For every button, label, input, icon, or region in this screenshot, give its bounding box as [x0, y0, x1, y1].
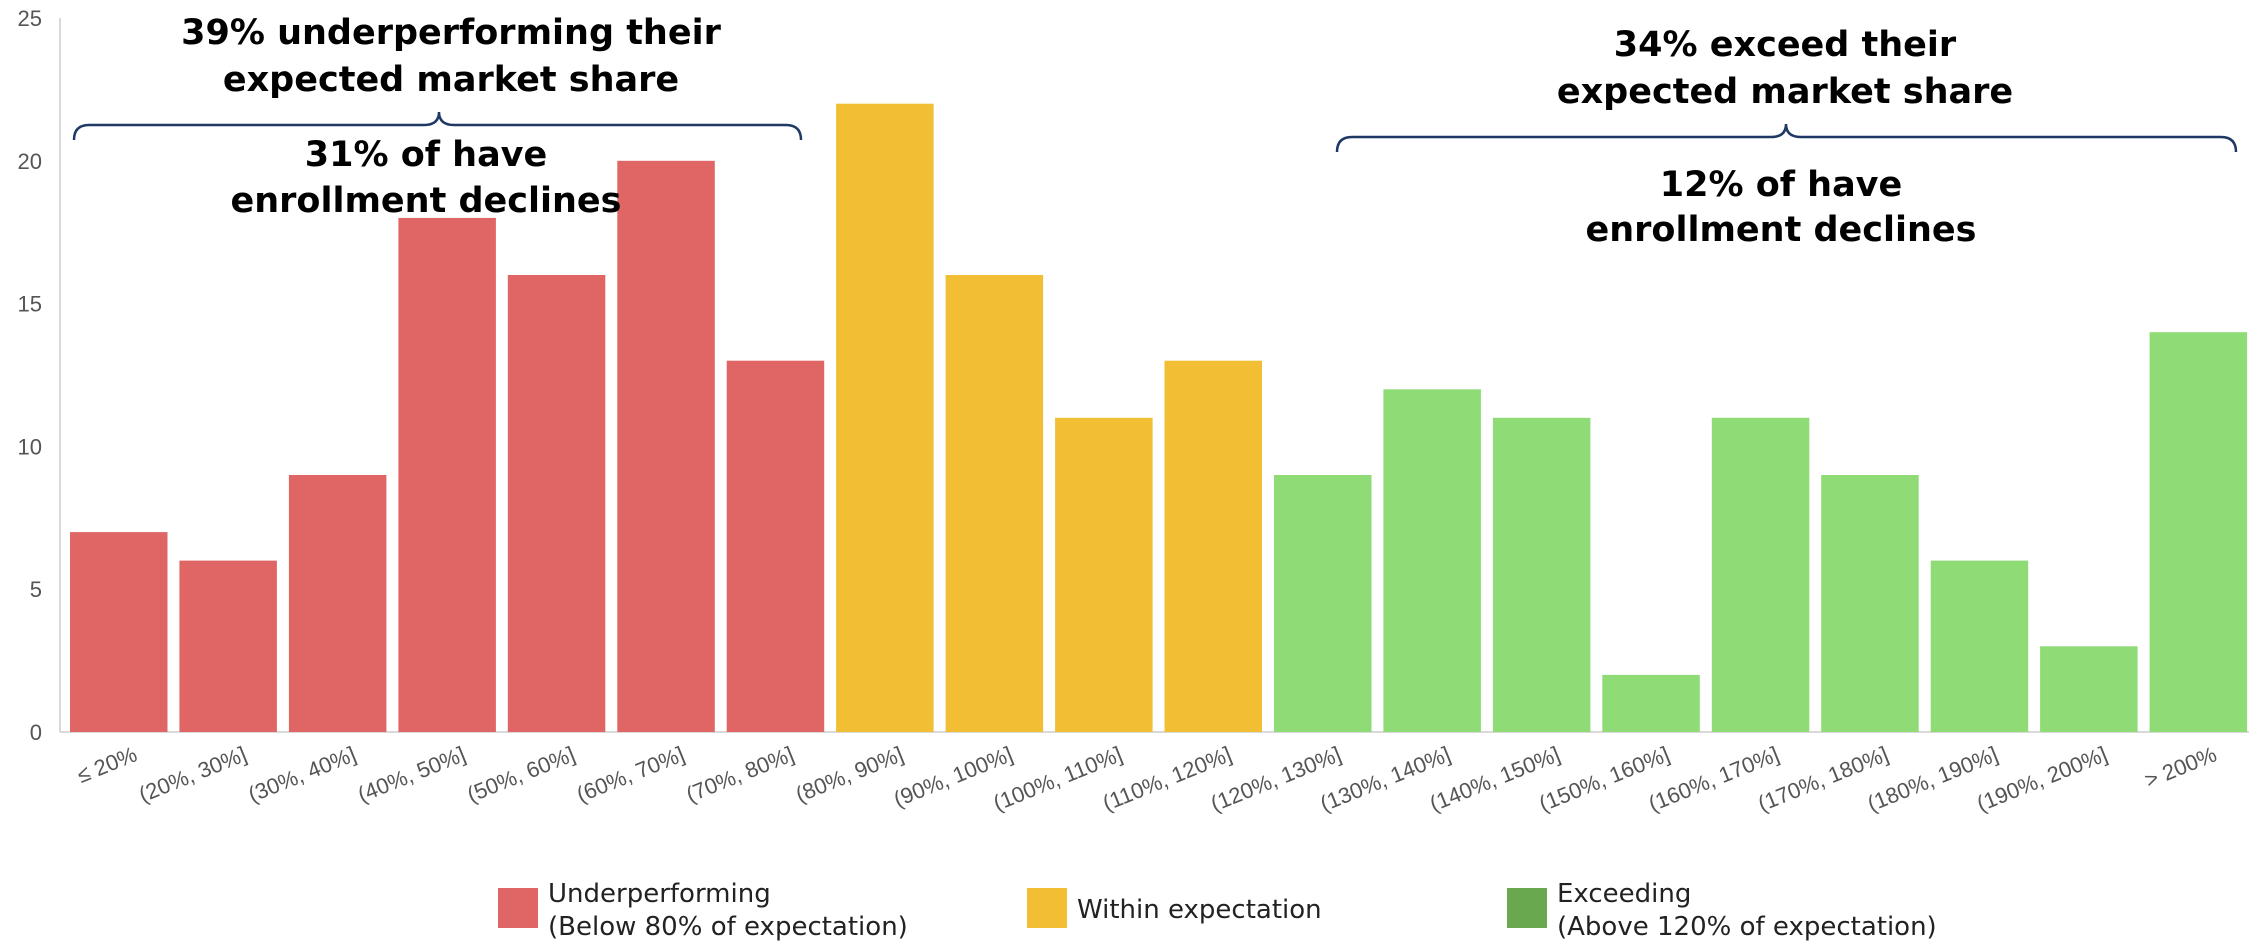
bar — [1274, 475, 1372, 732]
bar — [507, 275, 606, 732]
annotation-underperforming-share-line2: expected market share — [223, 60, 679, 100]
bar — [1055, 417, 1153, 732]
legend-swatch-underperforming — [498, 888, 538, 928]
annotation-underperforming-declines-line2: enrollment declines — [230, 181, 621, 221]
x-tick-label: (30%, 40%] — [245, 741, 360, 807]
right-bracket — [1335, 123, 2238, 153]
legend-item-underperforming: Underperforming (Below 80% of expectatio… — [498, 879, 908, 942]
x-tick-label: > 200% — [2141, 741, 2220, 792]
x-tick-label: (20%, 30%] — [135, 741, 250, 807]
x-tick-label: (50%, 60%] — [464, 741, 579, 807]
y-tick-label: 20 — [18, 149, 42, 174]
bar — [726, 360, 825, 732]
annotation-exceed-declines-line2: enrollment declines — [1585, 210, 1976, 250]
x-tick-label: (60%, 70%] — [573, 741, 688, 807]
bar — [179, 560, 277, 732]
y-tick-label: 0 — [30, 720, 42, 745]
legend-item-within: Within expectation — [1027, 888, 1322, 928]
bar — [1164, 360, 1262, 732]
bar — [2149, 332, 2248, 732]
x-axis-tick-labels: ≤ 20%(20%, 30%](30%, 40%](40%, 50%](50%,… — [74, 741, 2221, 816]
bar — [1821, 475, 1919, 732]
legend-label-within: Within expectation — [1077, 895, 1322, 925]
y-tick-label: 25 — [18, 6, 42, 31]
x-tick-label: ≤ 20% — [74, 741, 141, 787]
x-tick-label: (70%, 80%] — [682, 741, 797, 807]
legend-item-exceeding: Exceeding (Above 120% of expectation) — [1507, 879, 1937, 942]
x-tick-label: (40%, 50%] — [354, 741, 469, 807]
legend-sublabel-exceeding: (Above 120% of expectation) — [1557, 912, 1937, 942]
bar — [288, 475, 387, 732]
y-tick-label: 5 — [30, 577, 42, 602]
legend-label-exceeding: Exceeding — [1557, 879, 1691, 909]
bar — [398, 217, 496, 732]
annotation-underperforming-declines-line1: 31% of have — [305, 135, 548, 175]
legend-label-underperforming: Underperforming — [548, 879, 771, 909]
bar — [836, 103, 934, 732]
bar — [1492, 417, 1591, 732]
annotation-exceed-declines-line1: 12% of have — [1660, 165, 1903, 205]
annotation-exceed-share-line2: expected market share — [1557, 72, 2013, 112]
bar — [70, 532, 168, 732]
bar — [1602, 674, 1700, 732]
y-axis-ticks: 0 5 10 15 20 25 — [18, 6, 42, 745]
bar — [1711, 417, 1810, 732]
bars — [70, 103, 2248, 733]
bar — [945, 275, 1044, 732]
y-tick-label: 15 — [18, 292, 42, 317]
x-tick-label: (80%, 90%] — [792, 741, 907, 807]
y-tick-label: 10 — [18, 434, 42, 459]
bar — [2040, 646, 2138, 732]
bar — [1930, 560, 2029, 732]
annotation-exceed-share-line1: 34% exceed their — [1614, 25, 1957, 65]
legend-swatch-within — [1027, 888, 1067, 928]
legend-swatch-exceeding — [1507, 888, 1547, 928]
bar — [617, 160, 715, 733]
legend: Underperforming (Below 80% of expectatio… — [498, 879, 1937, 942]
legend-sublabel-underperforming: (Below 80% of expectation) — [548, 912, 908, 942]
bar — [1383, 389, 1481, 732]
annotation-underperforming-share-line1: 39% underperforming their — [181, 13, 721, 53]
left-bracket — [72, 111, 803, 141]
